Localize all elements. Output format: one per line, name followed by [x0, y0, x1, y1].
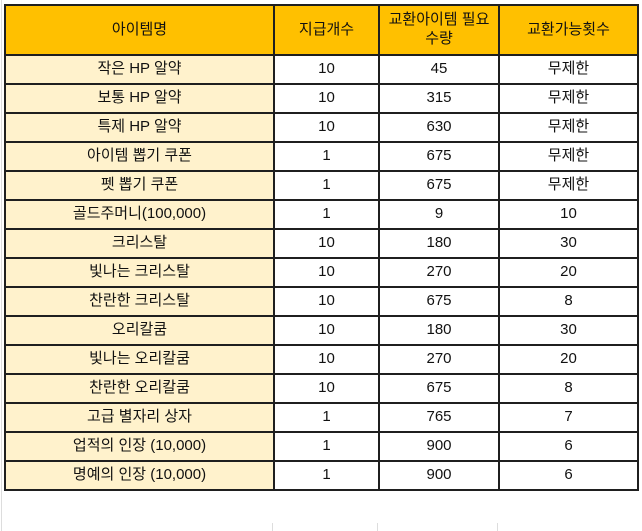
cell-qty: 10	[273, 344, 380, 375]
sheet-gridline	[1, 0, 2, 531]
item-exchange-table: 아이템명 지급개수 교환아이템 필요 수량 교환가능횟수 작은 HP 알약 10 4…	[4, 4, 639, 491]
column-header-required-count: 교환아이템 필요 수량	[378, 4, 500, 56]
cell-required: 630	[378, 112, 500, 143]
table-row: 크리스탈 10 180 30	[4, 228, 639, 259]
cell-limit: 6	[498, 431, 639, 462]
sheet-gridline	[272, 523, 273, 531]
cell-limit: 6	[498, 460, 639, 491]
cell-limit: 20	[498, 344, 639, 375]
table-row: 빛나는 크리스탈 10 270 20	[4, 257, 639, 288]
cell-limit: 무제한	[498, 54, 639, 85]
cell-qty: 10	[273, 54, 380, 85]
cell-limit: 무제한	[498, 170, 639, 201]
cell-required: 9	[378, 199, 500, 230]
table-row: 특제 HP 알약 10 630 무제한	[4, 112, 639, 143]
table-row: 빛나는 오리칼쿰 10 270 20	[4, 344, 639, 375]
cell-limit: 8	[498, 286, 639, 317]
table-header: 아이템명 지급개수 교환아이템 필요 수량 교환가능횟수	[4, 4, 639, 56]
table-row: 보통 HP 알약 10 315 무제한	[4, 83, 639, 114]
cell-required: 675	[378, 141, 500, 172]
cell-name: 특제 HP 알약	[4, 112, 275, 143]
cell-name: 업적의 인장 (10,000)	[4, 431, 275, 462]
cell-name: 오리칼쿰	[4, 315, 275, 346]
table-row: 고급 별자리 상자 1 765 7	[4, 402, 639, 433]
sheet-gridline	[377, 523, 378, 531]
cell-name: 펫 뽑기 쿠폰	[4, 170, 275, 201]
column-header-exchange-limit: 교환가능횟수	[498, 4, 639, 56]
cell-qty: 10	[273, 373, 380, 404]
cell-qty: 1	[273, 460, 380, 491]
cell-qty: 1	[273, 199, 380, 230]
table-row: 작은 HP 알약 10 45 무제한	[4, 54, 639, 85]
cell-name: 찬란한 오리칼쿰	[4, 373, 275, 404]
cell-required: 900	[378, 431, 500, 462]
cell-limit: 무제한	[498, 112, 639, 143]
cell-required: 270	[378, 344, 500, 375]
cell-required: 180	[378, 315, 500, 346]
cell-name: 작은 HP 알약	[4, 54, 275, 85]
cell-limit: 8	[498, 373, 639, 404]
table-row: 업적의 인장 (10,000) 1 900 6	[4, 431, 639, 462]
table-row: 골드주머니(100,000) 1 9 10	[4, 199, 639, 230]
column-header-given-count: 지급개수	[273, 4, 380, 56]
table-row: 펫 뽑기 쿠폰 1 675 무제한	[4, 170, 639, 201]
cell-limit: 무제한	[498, 141, 639, 172]
table-row: 오리칼쿰 10 180 30	[4, 315, 639, 346]
table-body: 작은 HP 알약 10 45 무제한 보통 HP 알약 10 315 무제한 특제 HP 알약 1…	[4, 54, 639, 491]
cell-name: 빛나는 오리칼쿰	[4, 344, 275, 375]
cell-limit: 무제한	[498, 83, 639, 114]
cell-qty: 1	[273, 402, 380, 433]
cell-required: 675	[378, 170, 500, 201]
cell-qty: 10	[273, 257, 380, 288]
cell-required: 45	[378, 54, 500, 85]
cell-limit: 7	[498, 402, 639, 433]
table-row: 아이템 뽑기 쿠폰 1 675 무제한	[4, 141, 639, 172]
cell-limit: 10	[498, 199, 639, 230]
cell-required: 315	[378, 83, 500, 114]
cell-name: 고급 별자리 상자	[4, 402, 275, 433]
cell-required: 270	[378, 257, 500, 288]
cell-name: 보통 HP 알약	[4, 83, 275, 114]
header-row: 아이템명 지급개수 교환아이템 필요 수량 교환가능횟수	[4, 4, 639, 56]
cell-qty: 10	[273, 112, 380, 143]
cell-qty: 10	[273, 315, 380, 346]
sheet-gridline	[497, 523, 498, 531]
cell-limit: 30	[498, 315, 639, 346]
cell-qty: 10	[273, 286, 380, 317]
cell-name: 골드주머니(100,000)	[4, 199, 275, 230]
cell-name: 찬란한 크리스탈	[4, 286, 275, 317]
cell-qty: 1	[273, 170, 380, 201]
cell-qty: 10	[273, 83, 380, 114]
table-row: 찬란한 오리칼쿰 10 675 8	[4, 373, 639, 404]
table-row: 찬란한 크리스탈 10 675 8	[4, 286, 639, 317]
cell-name: 크리스탈	[4, 228, 275, 259]
cell-required: 765	[378, 402, 500, 433]
table-row: 명예의 인장 (10,000) 1 900 6	[4, 460, 639, 491]
cell-limit: 20	[498, 257, 639, 288]
cell-qty: 1	[273, 141, 380, 172]
column-header-item-name: 아이템명	[4, 4, 275, 56]
cell-required: 180	[378, 228, 500, 259]
cell-required: 675	[378, 373, 500, 404]
cell-name: 명예의 인장 (10,000)	[4, 460, 275, 491]
cell-limit: 30	[498, 228, 639, 259]
cell-name: 아이템 뽑기 쿠폰	[4, 141, 275, 172]
cell-qty: 10	[273, 228, 380, 259]
cell-name: 빛나는 크리스탈	[4, 257, 275, 288]
cell-required: 675	[378, 286, 500, 317]
cell-required: 900	[378, 460, 500, 491]
cell-qty: 1	[273, 431, 380, 462]
